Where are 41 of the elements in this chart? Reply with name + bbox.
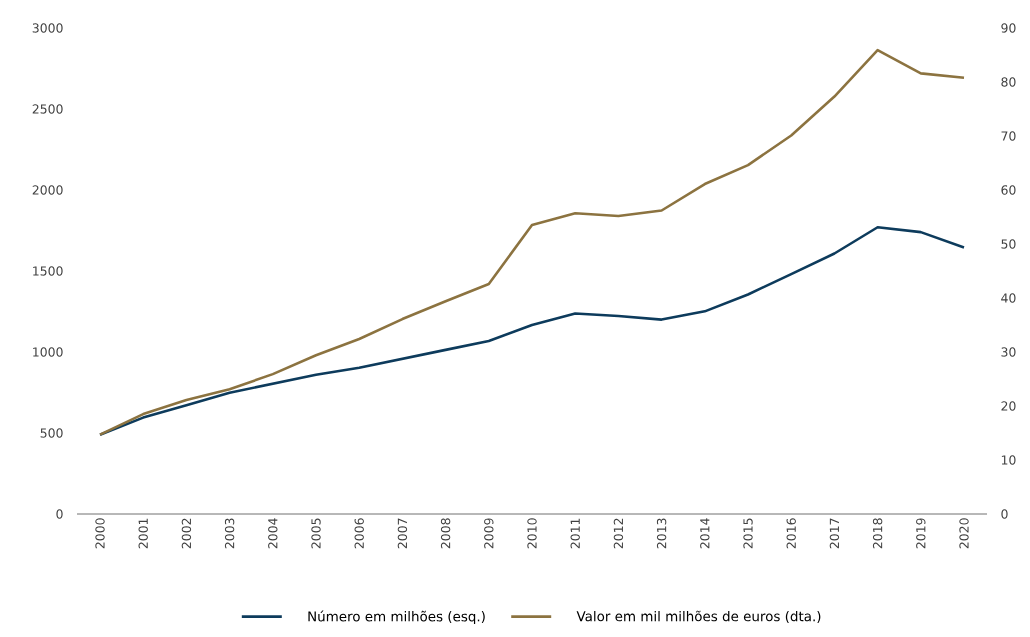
y2-tick-label: 70: [1001, 131, 1016, 141]
y-tick-label: 2500: [32, 104, 63, 114]
x-tick-label: 2005: [311, 518, 321, 549]
x-tick-label: 2011: [570, 518, 580, 549]
legend-label: Valor em mil milhões de euros (dta.): [576, 610, 821, 623]
x-tick-label: 2020: [959, 518, 969, 549]
x-tick-label: 2015: [743, 518, 753, 549]
x-tick-label: 2004: [268, 518, 278, 549]
x-tick-label: 2008: [440, 518, 451, 549]
legend-label: Número em milhões (esq.): [308, 610, 485, 625]
y-tick-label: 3000: [32, 23, 63, 33]
y2-tick-label: 0: [1001, 509, 1008, 519]
line-series: [98, 48, 966, 436]
y-tick-label: 2000: [32, 185, 63, 195]
y2-tick-label: 90: [1001, 23, 1016, 33]
x-tick-label: 2003: [224, 518, 235, 549]
y-tick-label: 0: [56, 509, 63, 519]
x-tick-label: 2001: [138, 518, 148, 549]
y2-tick-label: 60: [1001, 185, 1016, 195]
y-tick-label: 500: [40, 428, 63, 438]
x-tick-label: 2006: [354, 518, 364, 549]
x-tick-label: 2002: [181, 518, 192, 549]
y2-tick-label: 10: [1001, 455, 1016, 465]
x-tick-label: 2012: [613, 518, 624, 549]
y-tick-label: 1500: [33, 266, 63, 276]
y2-tick-label: 30: [1001, 347, 1016, 357]
x-tick-label: 2016: [786, 518, 796, 549]
y2-tick-label: 50: [1001, 239, 1016, 249]
x-tick-label: 2000: [95, 518, 105, 549]
x-tick-label: 2013: [656, 518, 667, 549]
y2-tick-label: 20: [1001, 401, 1016, 411]
y2-tick-label: 40: [1001, 293, 1016, 303]
x-tick-label: 2010: [527, 518, 537, 549]
y2-tick-label: 80: [1001, 77, 1016, 87]
x-tick-label: 2009: [484, 518, 494, 549]
x-tick-label: 2017: [829, 518, 840, 549]
y-tick-label: 1000: [33, 347, 63, 357]
x-tick-label: 2019: [916, 518, 926, 549]
x-tick-label: 2014: [700, 518, 710, 549]
x-tick-label: 2007: [397, 518, 408, 549]
x-tick-label: 2018: [872, 518, 883, 549]
